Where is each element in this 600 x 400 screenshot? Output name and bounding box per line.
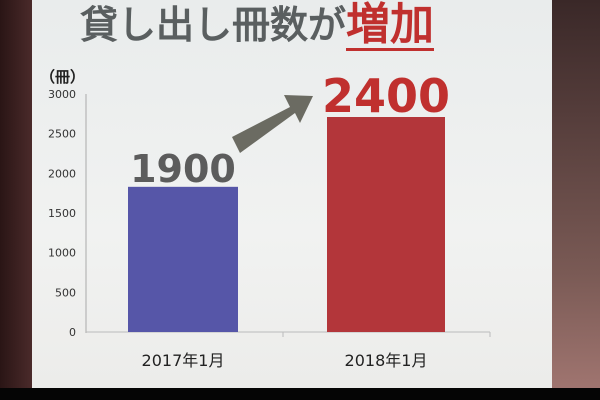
y-tick-label: 2000: [48, 167, 76, 180]
y-axis-unit: （冊）: [40, 68, 85, 86]
slide: [32, 0, 552, 388]
title-highlight: 増加: [346, 0, 435, 51]
arrow-up-right-icon: [232, 95, 313, 153]
projection-border-right: [552, 0, 600, 390]
bar-0: [128, 186, 238, 332]
chart-title: 貸し出し冊数が増加: [80, 0, 435, 52]
data-label: 2400: [322, 69, 450, 123]
data-label: 1900: [130, 147, 236, 191]
y-tick-label: 0: [69, 326, 76, 339]
bar-1: [327, 117, 445, 332]
y-tick-label: 500: [55, 286, 76, 299]
title-prefix: 貸し出し冊数が: [80, 3, 347, 47]
x-category-label: 2017年1月: [142, 351, 225, 370]
y-tick-label: 1000: [48, 247, 76, 260]
y-tick-label: 1500: [48, 207, 76, 220]
x-category-label: 2018年1月: [345, 351, 428, 370]
projection-border-left: [0, 0, 32, 390]
y-tick-label: 3000: [48, 88, 76, 101]
y-tick-label: 2500: [48, 128, 76, 141]
projection-border-bottom: [0, 388, 600, 400]
